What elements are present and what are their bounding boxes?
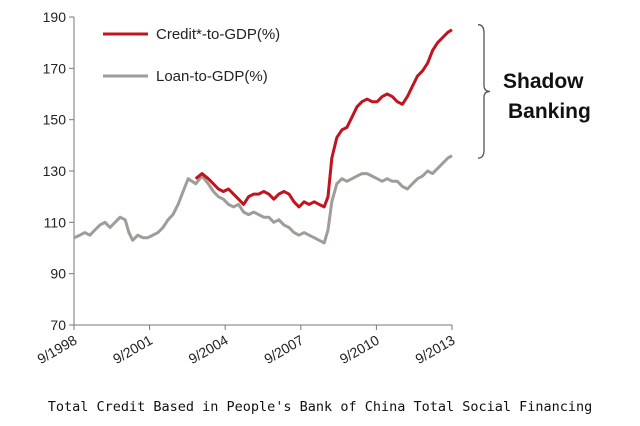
legend: Credit*-to-GDP(%) Loan-to-GDP(%) [103, 26, 280, 85]
x-tick-label: 9/2010 [337, 332, 382, 367]
x-tick-label: 9/1998 [34, 332, 79, 367]
series-lines [73, 28, 453, 245]
x-tick-labels: 9/1998 9/2001 9/2004 9/2007 9/2010 9/2013 [34, 325, 458, 367]
y-tick-label: 190 [43, 9, 67, 25]
annotation-line-1: Shadow [503, 70, 584, 93]
series-line-credit [194, 28, 453, 209]
legend-label-loan: Loan-to-GDP(%) [156, 68, 268, 85]
y-tick-labels: 70 90 110 130 150 170 190 [43, 9, 74, 333]
y-tick-label: 150 [43, 112, 67, 128]
y-tick-label: 130 [43, 163, 67, 179]
x-tick-label: 9/2013 [412, 332, 457, 367]
x-tick-label: 9/2001 [110, 332, 155, 367]
y-tick-label: 70 [50, 317, 66, 333]
shadow-banking-bracket [477, 24, 491, 159]
annotation-line-2: Banking [508, 100, 591, 123]
x-tick-label: 9/2007 [261, 332, 306, 367]
axes [73, 17, 452, 326]
x-tick-label: 9/2004 [186, 332, 231, 367]
series-line-loan [73, 154, 453, 245]
legend-label-credit: Credit*-to-GDP(%) [156, 26, 280, 43]
chart-caption: Total Credit Based in People's Bank of C… [48, 399, 593, 415]
y-tick-label: 110 [44, 214, 67, 230]
y-tick-label: 170 [43, 60, 67, 76]
y-tick-label: 90 [50, 266, 66, 282]
